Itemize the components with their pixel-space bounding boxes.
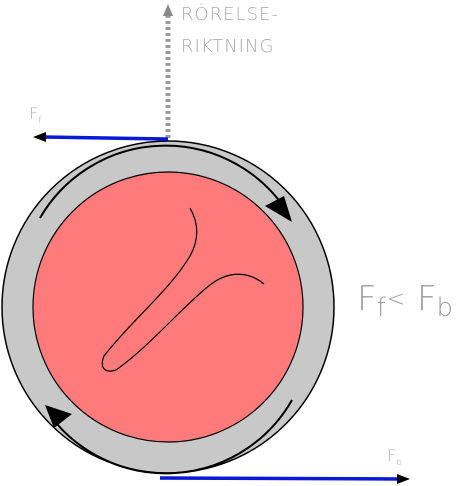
relation-left-symbol: F [357, 279, 377, 319]
relation-left-subscript: f [376, 293, 386, 323]
friction-force-subscript: f [38, 116, 42, 126]
friction-force-label: Ff [29, 104, 42, 126]
wheel-squiggle [101, 207, 265, 372]
brake-force-label: Fb [387, 446, 402, 468]
motion-direction-arrowhead [163, 4, 173, 16]
wheel-inner [32, 171, 304, 443]
friction-force-symbol: F [29, 104, 39, 123]
brake-force-arrowhead [397, 474, 410, 484]
motion-direction-label-line1: RÖRELSE- [181, 4, 279, 25]
motion-direction-label-line2: RIKTNING [181, 36, 275, 57]
relation-operator: < [386, 287, 406, 312]
rotation-arrow-top [39, 144, 287, 219]
rotation-arrowhead-bottom [45, 405, 72, 428]
brake-force-arrow [159, 476, 399, 481]
brake-force-subscript: b [396, 458, 402, 468]
friction-force-arrowhead [33, 132, 46, 142]
brake-force-symbol: F [387, 446, 397, 465]
relation-right-subscript: b [436, 293, 454, 323]
relation-right-symbol: F [416, 279, 437, 319]
rotation-arrow-bottom [51, 399, 293, 475]
rotation-arrowhead-top [265, 196, 292, 222]
friction-force-arrow [43, 135, 169, 141]
force-relation-label: Ff< Fb [357, 279, 453, 323]
